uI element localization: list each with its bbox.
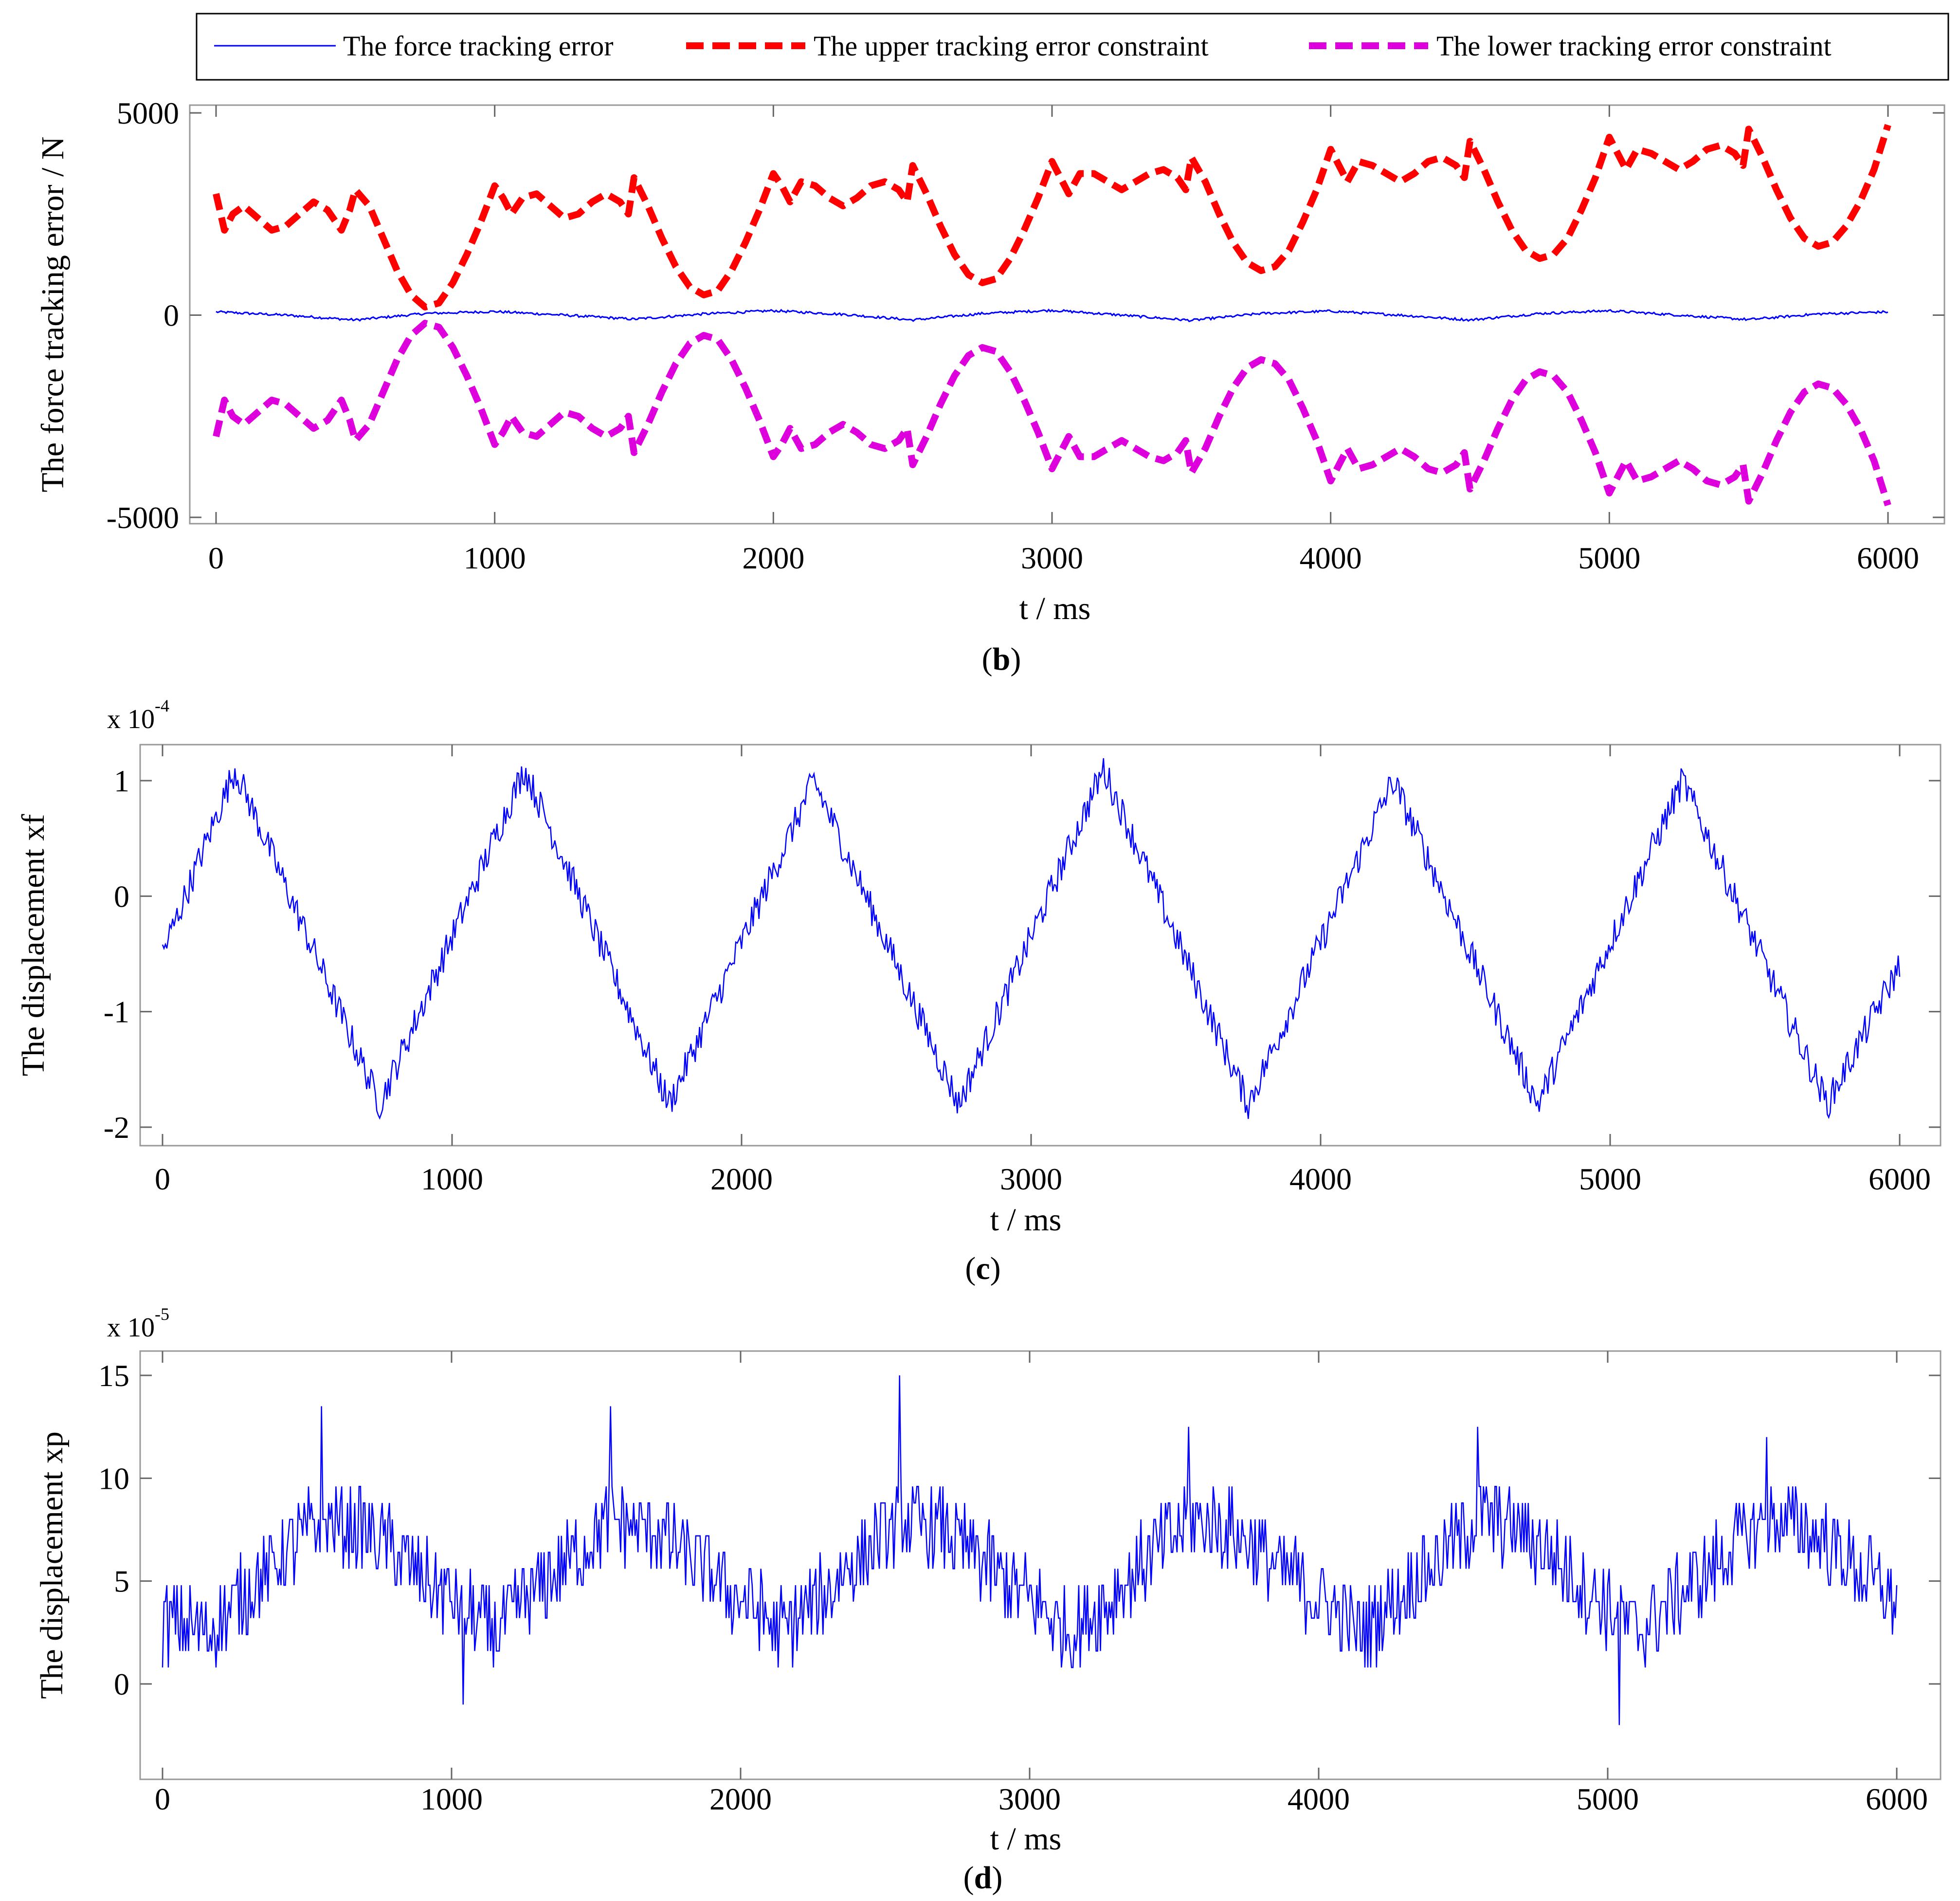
y-tick-label: 5000	[117, 96, 179, 130]
y-axis-title-c: The displacement xf	[16, 814, 51, 1077]
y-tick-label: -5000	[107, 500, 179, 535]
series-displacement-xf	[162, 758, 1901, 1120]
x-tick-label: 3000	[1021, 541, 1083, 575]
y-axis-title-b: The force tracking error / N	[35, 136, 71, 492]
series-force-tracking-error	[216, 308, 1888, 323]
y-tick-label: 15	[98, 1358, 129, 1393]
x-tick-label: 5000	[1579, 1162, 1641, 1196]
legend-label-lower: The lower tracking error constraint	[1436, 30, 1832, 62]
plot-area-b	[213, 124, 1891, 507]
plot-area-d	[162, 1375, 1898, 1725]
y-tick-label: 5	[114, 1564, 129, 1599]
x-tick-label: 2000	[709, 1782, 772, 1816]
y-tick-label: 10	[98, 1461, 129, 1496]
panel-d: 0 1000 2000 3000 4000 5000 6000 0 5 10 15 x 10-5 T…	[34, 1304, 1942, 1896]
series-lower-constraint	[213, 320, 1891, 507]
x-tick-label: 5000	[1578, 541, 1640, 575]
y-tick-label: 0	[163, 298, 179, 333]
x-tick-label: 1000	[421, 1162, 483, 1196]
x-tick-label: 1000	[420, 1782, 483, 1816]
series-displacement-xp	[162, 1375, 1898, 1725]
ticks-b: 0 1000 2000 3000 4000 5000 6000 -5000 0 5000	[107, 96, 1944, 575]
x-tick-label: 6000	[1857, 541, 1919, 575]
legend-label-upper: The upper tracking error constraint	[814, 30, 1209, 62]
x-tick-label: 4000	[1288, 1782, 1350, 1816]
x-tick-label: 0	[208, 541, 224, 575]
x-axis-title-c: t / ms	[990, 1202, 1062, 1238]
x-tick-label: 6000	[1869, 1162, 1931, 1196]
axes-frame-d	[139, 1350, 1942, 1780]
axes-frame-c	[139, 744, 1942, 1147]
x-tick-label: 2000	[710, 1162, 773, 1196]
x-tick-label: 5000	[1577, 1782, 1639, 1816]
ticks-c: 0 1000 2000 3000 4000 5000 6000 -2 -1 0 1	[104, 745, 1941, 1196]
x-tick-label: 4000	[1300, 541, 1362, 575]
legend-label-error: The force tracking error	[343, 30, 614, 62]
series-upper-constraint	[213, 124, 1891, 311]
x-tick-label: 3000	[1000, 1162, 1062, 1196]
x-tick-label: 3000	[998, 1782, 1061, 1816]
legend: The force tracking error The upper track…	[196, 13, 1949, 81]
caption-b: (b)	[982, 641, 1021, 677]
panel-c: 0 1000 2000 3000 4000 5000 6000 -2 -1 0 1 x 10-4 T…	[16, 696, 1942, 1286]
panel-b: The force tracking error The upper track…	[35, 13, 1949, 677]
y-tick-label: 0	[114, 1667, 129, 1701]
x-tick-label: 0	[155, 1782, 170, 1816]
x-tick-label: 6000	[1866, 1782, 1928, 1816]
x-axis-title-b: t / ms	[1019, 591, 1091, 626]
y-tick-label: 1	[114, 764, 129, 798]
scale-factor-c: x 10-4	[107, 696, 169, 734]
scale-factor-d: x 10-5	[107, 1304, 169, 1343]
axes-frame-b	[189, 104, 1945, 525]
ticks-d: 0 1000 2000 3000 4000 5000 6000 0 5 10 15	[98, 1351, 1941, 1816]
caption-c: (c)	[965, 1251, 1000, 1286]
y-axis-title-d: The displacement xp	[34, 1431, 70, 1699]
plot-area-c	[162, 758, 1901, 1120]
x-tick-label: 4000	[1289, 1162, 1352, 1196]
y-tick-label: 0	[114, 879, 129, 914]
legend-box	[196, 13, 1949, 81]
y-tick-label: -2	[104, 1110, 129, 1145]
x-tick-label: 2000	[742, 541, 804, 575]
caption-d: (d)	[963, 1860, 1003, 1896]
x-tick-label: 0	[155, 1162, 170, 1196]
x-axis-title-d: t / ms	[990, 1821, 1062, 1857]
x-tick-label: 1000	[464, 541, 526, 575]
y-tick-label: -1	[104, 995, 129, 1029]
